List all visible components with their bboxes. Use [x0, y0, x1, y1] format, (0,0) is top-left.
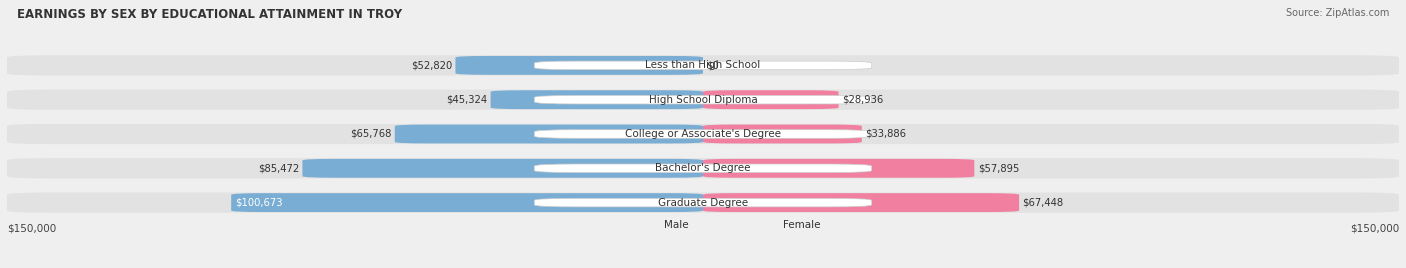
- Text: Female: Female: [783, 220, 821, 230]
- FancyBboxPatch shape: [395, 125, 703, 143]
- FancyBboxPatch shape: [534, 95, 872, 104]
- Text: $150,000: $150,000: [1350, 224, 1399, 234]
- FancyBboxPatch shape: [619, 223, 657, 227]
- FancyBboxPatch shape: [7, 90, 1399, 110]
- FancyBboxPatch shape: [703, 90, 838, 109]
- FancyBboxPatch shape: [703, 125, 862, 143]
- FancyBboxPatch shape: [302, 159, 703, 178]
- FancyBboxPatch shape: [7, 158, 1399, 178]
- FancyBboxPatch shape: [456, 56, 703, 75]
- FancyBboxPatch shape: [534, 198, 872, 207]
- Text: $57,895: $57,895: [977, 163, 1019, 173]
- Text: Less than High School: Less than High School: [645, 60, 761, 70]
- Text: $85,472: $85,472: [257, 163, 299, 173]
- FancyBboxPatch shape: [231, 193, 703, 212]
- Text: High School Diploma: High School Diploma: [648, 95, 758, 105]
- FancyBboxPatch shape: [703, 159, 974, 178]
- FancyBboxPatch shape: [534, 164, 872, 173]
- Text: Graduate Degree: Graduate Degree: [658, 198, 748, 208]
- FancyBboxPatch shape: [738, 223, 776, 227]
- Text: $0: $0: [707, 60, 720, 70]
- Text: College or Associate's Degree: College or Associate's Degree: [626, 129, 780, 139]
- FancyBboxPatch shape: [491, 90, 703, 109]
- Text: $67,448: $67,448: [1022, 198, 1064, 208]
- FancyBboxPatch shape: [534, 130, 872, 138]
- FancyBboxPatch shape: [7, 192, 1399, 213]
- FancyBboxPatch shape: [7, 124, 1399, 144]
- Text: Source: ZipAtlas.com: Source: ZipAtlas.com: [1285, 8, 1389, 18]
- Text: $45,324: $45,324: [446, 95, 486, 105]
- FancyBboxPatch shape: [534, 61, 872, 70]
- FancyBboxPatch shape: [7, 55, 1399, 76]
- FancyBboxPatch shape: [703, 193, 1019, 212]
- Text: $150,000: $150,000: [7, 224, 56, 234]
- Text: $28,936: $28,936: [842, 95, 883, 105]
- Text: Bachelor's Degree: Bachelor's Degree: [655, 163, 751, 173]
- Text: $33,886: $33,886: [865, 129, 907, 139]
- Text: $52,820: $52,820: [411, 60, 451, 70]
- Text: $65,768: $65,768: [350, 129, 391, 139]
- Text: $100,673: $100,673: [235, 198, 283, 208]
- Text: EARNINGS BY SEX BY EDUCATIONAL ATTAINMENT IN TROY: EARNINGS BY SEX BY EDUCATIONAL ATTAINMEN…: [17, 8, 402, 21]
- Text: Male: Male: [664, 220, 689, 230]
